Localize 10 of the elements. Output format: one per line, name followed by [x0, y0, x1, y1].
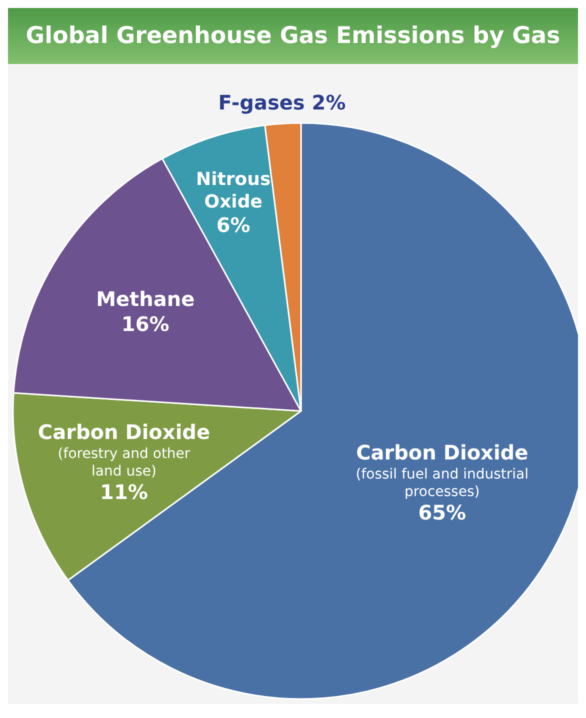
- slice-label: Methane: [96, 287, 195, 312]
- slice-label: Carbon Dioxide (fossil fuel and industrial processes): [356, 440, 529, 500]
- slice-label: Nitrous Oxide: [196, 168, 271, 212]
- slice-label: Carbon Dioxide (forestry and other land use): [38, 420, 210, 480]
- data-label: 6%: [216, 212, 250, 237]
- data-label: 16%: [121, 312, 170, 336]
- data-label: 65%: [418, 500, 466, 524]
- slice-label: F-gases 2%: [218, 90, 346, 115]
- data-label: 11%: [100, 480, 148, 504]
- chart-title: Global Greenhouse Gas Emissions by Gas: [8, 8, 578, 64]
